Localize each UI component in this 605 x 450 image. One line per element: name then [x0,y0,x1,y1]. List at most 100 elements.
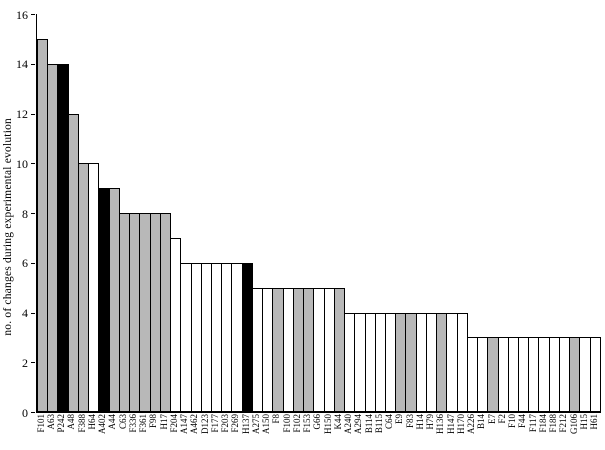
x-label-text: H150 [322,414,333,434]
x-label-A462: A462 [189,414,200,450]
x-label-F100: F100 [282,414,292,450]
x-label-text: F102 [291,414,302,433]
x-label-G106: G106 [569,414,579,450]
y-tick-label: 14 [16,57,28,72]
x-label-text: K44 [332,414,343,430]
y-tick [31,113,35,115]
x-label-text: A48 [66,414,77,430]
x-label-text: F100 [281,414,292,433]
y-tick-label: 10 [16,156,28,171]
x-label-H170: H170 [456,414,466,450]
y-tick [31,412,35,413]
x-label-text: F361 [138,414,149,433]
x-label-F336: F336 [128,414,138,450]
y-tick [31,312,35,314]
x-label-text: F177 [209,414,220,433]
x-label-text: H61 [589,414,600,430]
y-tick-label: 0 [22,405,28,420]
x-label-A48: A48 [66,414,77,450]
x-label-H150: H150 [323,414,333,450]
x-label-text: H147 [445,414,456,434]
x-label-H136: H136 [435,414,446,450]
y-tick [31,14,35,15]
x-label-text: H170 [455,414,466,434]
y-axis: 0 2 4 6 8 10 12 14 16 [0,0,36,450]
x-label-text: F44 [517,414,528,429]
y-tick [31,362,35,364]
x-label-H14: H14 [415,414,425,450]
x-label-text: A275 [250,414,261,434]
x-label-text: B114 [363,414,374,434]
y-tick [31,262,35,264]
bar-H61 [589,337,601,412]
y-tick-label: 8 [22,206,28,221]
x-label-text: F269 [230,414,241,433]
x-label-text: A147 [179,414,190,434]
x-label-text: E7 [486,414,497,424]
x-label-B114: B114 [364,414,374,450]
x-label-F204: F204 [169,414,179,450]
x-label-F388: F388 [77,414,87,450]
x-label-text: D123 [199,414,210,434]
x-label-F269: F269 [230,414,241,450]
x-label-text: C63 [117,414,128,430]
x-label-text: F10 [507,414,518,429]
x-label-text: B115 [373,414,384,434]
x-label-text: H79 [425,414,436,430]
x-label-B14: B14 [476,414,487,450]
x-label-text: H136 [435,414,446,434]
x-label-A63: A63 [46,414,56,450]
y-tick [31,63,35,65]
x-label-text: A44 [107,414,118,430]
x-label-F101: F101 [36,414,46,450]
x-label-F212: F212 [558,414,569,450]
y-tick-label: 6 [22,256,28,271]
x-label-H15: H15 [579,414,589,450]
x-label-E9: E9 [394,414,405,450]
x-label-A44: A44 [107,414,118,450]
x-label-text: B14 [476,414,487,430]
x-label-H137: H137 [241,414,251,450]
x-label-text: H137 [240,414,251,434]
y-tick [31,163,35,165]
x-label-A275: A275 [251,414,261,450]
x-label-text: A294 [353,414,364,434]
x-label-H17: H17 [159,414,169,450]
x-label-text: F83 [404,414,415,429]
x-label-text: A462 [189,414,200,434]
x-label-text: F98 [148,414,159,429]
x-label-text: F212 [558,414,569,433]
x-label-text: F203 [220,414,231,433]
x-label-B115: B115 [374,414,384,450]
y-tick-label: 4 [22,306,28,320]
x-label-text: G66 [312,414,323,430]
x-label-text: P242 [56,414,67,433]
x-label-F44: F44 [517,414,528,450]
x-label-text: F101 [35,414,46,433]
x-label-F117: F117 [528,414,538,450]
bars-container [37,14,601,412]
x-label-text: A226 [466,414,477,434]
x-label-F83: F83 [405,414,415,450]
x-label-H61: H61 [589,414,600,450]
y-tick-label: 12 [16,107,28,121]
x-label-text: H14 [414,414,425,430]
x-label-text: H17 [158,414,169,430]
y-tick-label: 16 [16,7,28,22]
x-label-H64: H64 [87,414,97,450]
x-label-text: A63 [45,414,56,430]
x-label-F177: F177 [210,414,220,450]
x-label-text: F184 [537,414,548,433]
x-axis-labels: F101 A63 P242 A48 F388 H64 A402 A44 C63 F336 F361 F… [36,414,600,450]
x-label-D123: D123 [200,414,210,450]
x-label-text: A150 [261,414,272,434]
x-label-E7: E7 [487,414,497,450]
x-label-K44: K44 [333,414,343,450]
x-label-H147: H147 [446,414,456,450]
x-label-text: F188 [548,414,559,433]
x-label-F102: F102 [292,414,302,450]
x-label-text: H64 [86,414,97,430]
x-label-F2: F2 [497,414,507,450]
x-label-A294: A294 [353,414,364,450]
